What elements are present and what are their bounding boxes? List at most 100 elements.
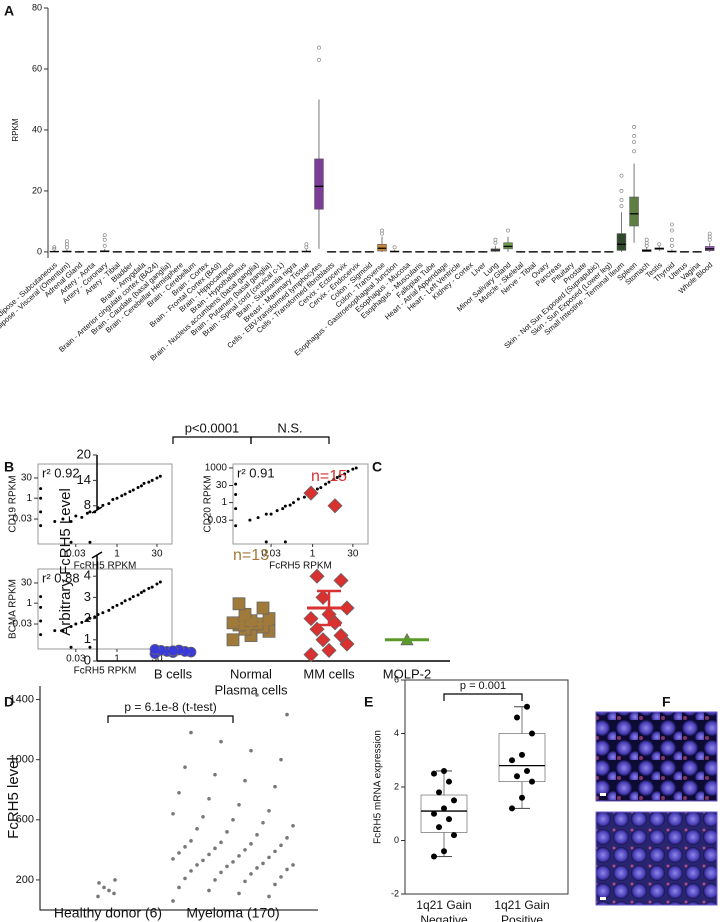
data-point	[234, 482, 238, 486]
data-point	[343, 472, 347, 476]
data-point	[296, 497, 300, 501]
data-point	[338, 474, 342, 478]
outlier	[380, 228, 384, 233]
data-point	[436, 789, 442, 796]
data-point	[39, 487, 43, 491]
axis-break	[91, 506, 103, 514]
y-tick-label: 1000	[10, 754, 34, 766]
outlier	[65, 239, 69, 244]
data-point	[147, 586, 151, 590]
data-point	[93, 615, 97, 619]
data-point	[150, 585, 154, 589]
data-point	[524, 703, 530, 710]
data-point	[315, 632, 331, 648]
data-point	[231, 860, 235, 864]
data-point	[39, 619, 43, 623]
outlier	[102, 243, 107, 248]
axis-break	[91, 551, 103, 559]
data-point	[436, 824, 442, 831]
x-axis-label: FcRH5 RPKM	[269, 561, 332, 572]
data-point	[441, 805, 447, 812]
scale-bar	[600, 897, 606, 900]
data-point	[101, 503, 105, 507]
x-tick-label: Negative	[420, 913, 468, 922]
data-point	[275, 509, 279, 513]
data-point	[61, 517, 65, 521]
annotation: r² 0.88	[42, 570, 80, 585]
outlier	[506, 228, 510, 233]
data-point	[189, 869, 193, 873]
y-tick-label: 30	[21, 578, 33, 589]
data-point	[123, 492, 127, 496]
data-point	[285, 867, 289, 872]
x-tick-label: Myeloma (170)	[186, 905, 279, 921]
outlier	[632, 125, 636, 129]
data-point	[303, 485, 319, 501]
data-point	[267, 855, 271, 860]
outlier	[52, 246, 57, 251]
data-point	[321, 642, 337, 658]
data-point	[283, 504, 287, 508]
x-tick-label: 30	[151, 654, 163, 665]
x-tick-label: MM cells	[303, 666, 355, 681]
panel-f: F	[595, 694, 718, 906]
data-point	[267, 808, 271, 813]
outlier	[65, 245, 69, 250]
y-tick-label: 1	[221, 497, 227, 508]
data-point	[291, 824, 295, 828]
data-point	[53, 629, 57, 633]
data-point	[273, 882, 277, 887]
scale-bar	[600, 793, 606, 796]
data-point	[327, 498, 343, 514]
y-tick-label: 60	[32, 63, 42, 73]
outlier	[669, 243, 674, 248]
data-point	[97, 881, 101, 885]
data-point	[327, 480, 331, 484]
data-point	[279, 843, 283, 848]
outlier	[493, 237, 498, 242]
x-tick-label: 30	[151, 549, 163, 560]
y-axis-label: BCMA RPKM	[8, 579, 19, 639]
data-point	[39, 496, 43, 500]
y-tick-label: 1000	[205, 463, 228, 474]
data-point	[150, 478, 154, 482]
data-point	[219, 739, 223, 744]
outlier	[317, 57, 321, 62]
data-point	[446, 816, 452, 823]
panel-label: D	[4, 694, 14, 710]
panel-label: F	[662, 694, 671, 710]
panel-label: C	[372, 459, 382, 475]
outlier	[52, 245, 57, 250]
y-tick-label: 0	[394, 835, 399, 845]
data-point	[142, 481, 146, 485]
data-point	[256, 516, 260, 520]
y-tick-label: -2	[391, 888, 399, 898]
axes	[39, 686, 318, 911]
y-tick-label: 30	[21, 473, 33, 484]
data-point	[281, 507, 285, 511]
x-axis-label: FcRH5 RPKM	[74, 666, 137, 677]
data-point	[255, 833, 259, 837]
box	[629, 196, 639, 227]
y-tick-label: 30	[216, 480, 228, 491]
data-point	[332, 478, 336, 482]
data-point	[309, 568, 325, 584]
data-point	[249, 872, 253, 876]
outlier	[392, 245, 397, 250]
significance-label: p = 0.001	[460, 680, 506, 692]
y-tick-label: 0.03	[13, 514, 33, 525]
data-point	[123, 599, 127, 603]
significance-label: p = 6.1e-8 (t-test)	[124, 700, 216, 714]
data-point	[319, 486, 323, 490]
y-tick-label: 200	[16, 874, 34, 886]
outlier	[304, 245, 309, 250]
data-point	[267, 894, 271, 899]
micrograph	[595, 811, 718, 906]
data-point	[261, 821, 265, 825]
y-tick-label: 20	[77, 446, 91, 461]
data-point	[248, 518, 252, 522]
data-point	[243, 879, 247, 884]
data-point	[335, 475, 339, 479]
data-point	[451, 797, 457, 804]
data-point	[155, 476, 159, 480]
